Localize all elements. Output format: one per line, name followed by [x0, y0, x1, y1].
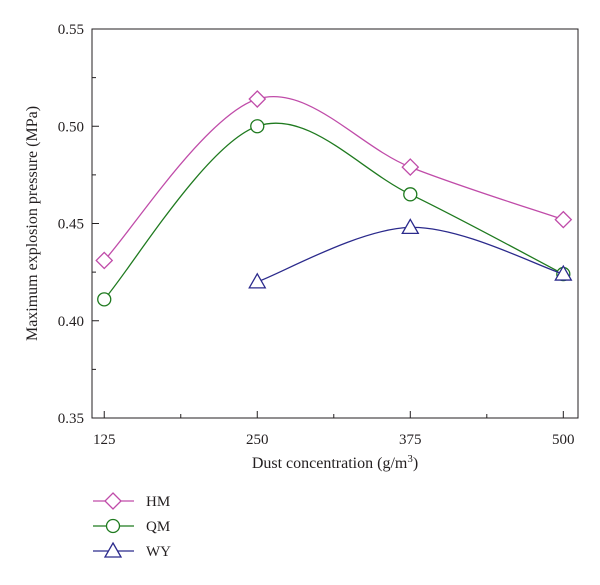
y-axis-title: Maximum explosion pressure (MPa): [24, 106, 41, 341]
y-tick-label: 0.40: [58, 314, 84, 330]
series-line-hm: [103, 96, 564, 261]
axes-layer: 0.35 0.40 0.45 0.50 0.55 125 250 375 500 Dust con…: [24, 22, 575, 472]
data-point-hm: [95, 251, 114, 270]
y-tick-label: 0.45: [58, 217, 84, 233]
y-tick-label: 0.55: [58, 22, 84, 38]
data-point-wy: [401, 218, 420, 235]
series-line-wy: [257, 226, 564, 283]
legend-marker-qm: [105, 518, 121, 534]
legend-label-wy: WY: [146, 544, 171, 560]
y-tick-label: 0.50: [58, 119, 84, 135]
x-axis-title: Dust concentration (g/m3): [252, 453, 418, 472]
data-point-hm: [248, 90, 267, 108]
x-tick-label: 500: [552, 432, 575, 448]
legend-marker-hm: [104, 492, 122, 510]
data-point-hm: [401, 158, 420, 177]
series-line-qm: [103, 122, 564, 300]
data-point-qm: [250, 119, 265, 134]
x-tick-label: 125: [93, 432, 116, 448]
series-layer: [95, 90, 573, 307]
data-point-wy: [554, 264, 573, 281]
x-tick-label: 250: [246, 432, 269, 448]
data-point-qm: [97, 292, 112, 307]
plot-frame: [91, 28, 579, 419]
data-point-qm: [403, 187, 418, 202]
y-tick-label: 0.35: [58, 411, 84, 427]
x-tick-label: 375: [399, 432, 422, 448]
legend-label-hm: HM: [146, 494, 170, 510]
legend: HM QM WY: [93, 492, 171, 560]
legend-label-qm: QM: [146, 519, 170, 535]
legend-marker-wy: [103, 541, 123, 558]
data-point-hm: [554, 210, 573, 229]
plot-area: [91, 28, 579, 419]
data-point-wy: [248, 272, 267, 289]
